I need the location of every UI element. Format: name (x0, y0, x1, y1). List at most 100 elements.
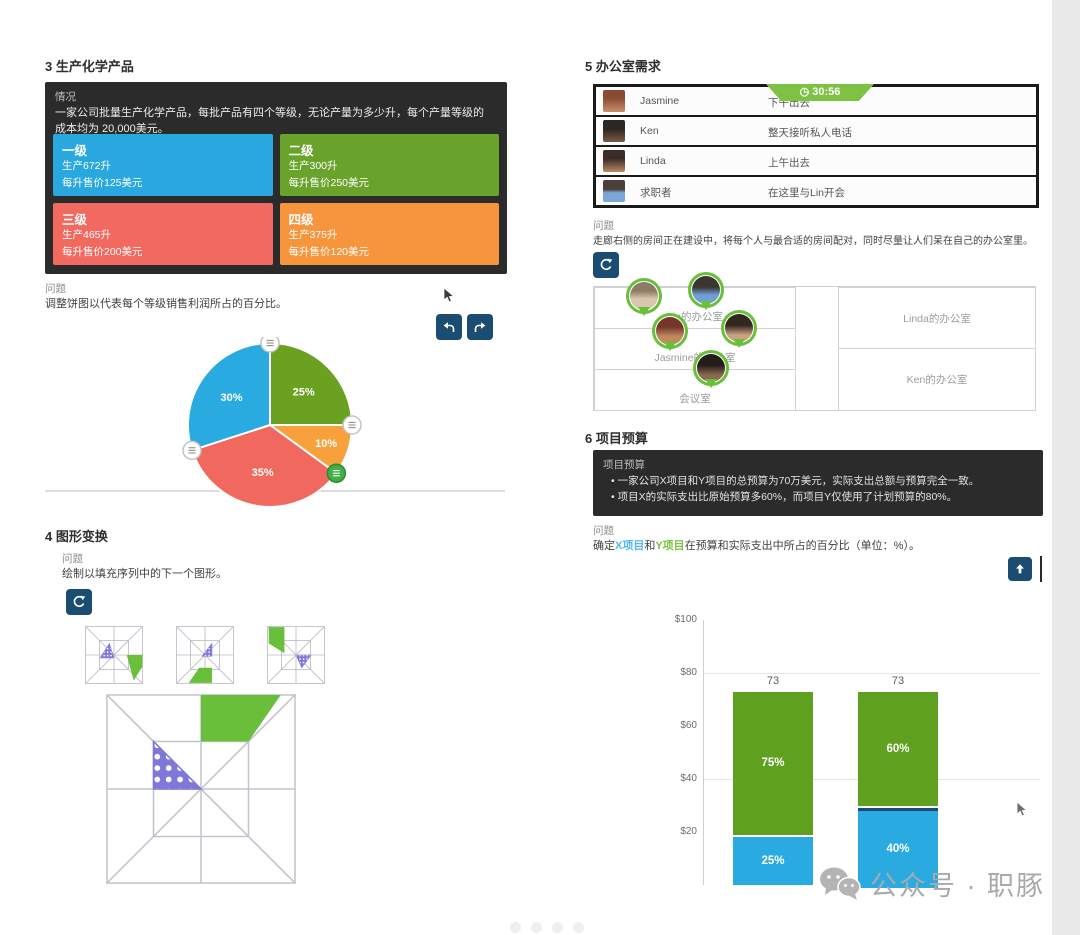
question4-label: 问题 (62, 553, 83, 565)
watermark-text: 公众号 · 职豚 (870, 871, 1045, 901)
grade-name: 三级 (62, 213, 88, 227)
pin-avatar (725, 314, 753, 342)
person-name: Jasmine (640, 95, 680, 107)
y-axis-tick: $20 (680, 826, 697, 837)
pin-person-linda[interactable] (721, 310, 757, 346)
grade-cards: 一级 生产672升 每升售价125美元 二级 生产300升 每升售价250美元 … (53, 134, 499, 265)
page-dots (505, 920, 589, 935)
pin-person-ken[interactable] (693, 350, 729, 386)
room-label: 会议室 (679, 392, 711, 405)
pie-drag-handle[interactable] (182, 440, 202, 461)
sequence-tile-2 (176, 626, 234, 684)
pie-slice-label: 25% (293, 386, 315, 398)
y-axis-tick: $60 (680, 720, 697, 731)
budget-bar-chart[interactable]: $100 $80 $60 $40 $20 75% 25% 73 60% 40% 73 (655, 608, 1045, 900)
grade-price: 每升售价125美元 (62, 177, 143, 189)
watermark: 公众号 · 职豚 (818, 864, 1045, 903)
clock-icon: ◷ (799, 86, 810, 98)
budget-panel-title: 项目预算 (603, 459, 645, 471)
avatar (603, 150, 625, 172)
question6-label: 问题 (593, 525, 614, 537)
grade-name: 二级 (288, 144, 314, 158)
y-axis (703, 620, 704, 885)
pin-person-1[interactable] (626, 278, 662, 314)
grade-produce: 生产375升 (288, 229, 338, 241)
profit-pie-chart[interactable]: 25% 10% 35% 30% (150, 337, 390, 549)
bar-total-label: 73 (891, 674, 905, 687)
reset-map-button[interactable] (593, 252, 619, 278)
pin-person-jasmine[interactable] (652, 313, 688, 349)
question3-label: 问题 (45, 283, 66, 295)
room-label: Linda的办公室 (903, 312, 971, 325)
grade-price: 每升售价120美元 (288, 246, 370, 258)
pie-drag-handle[interactable] (260, 337, 280, 353)
question6-suffix: 在预算和实际支出中所占的百分比（单位：%）。 (684, 540, 920, 552)
grade-name: 四级 (288, 213, 314, 227)
person-row-linda: Linda 上午出去 (596, 147, 1036, 177)
toolbar-divider (1040, 556, 1042, 582)
pie-drag-handle[interactable] (326, 463, 347, 483)
room-ken-office[interactable]: Ken的办公室 (838, 348, 1036, 411)
pin-avatar (697, 354, 725, 382)
gridline (703, 673, 1040, 674)
scenario-panel: 情况 一家公司批量生产化学产品，每批产品有四个等级，无论产量为多少升，每个产量等… (45, 82, 507, 274)
question6-prefix: 确定 (593, 540, 615, 552)
person-name: 求职者 (640, 187, 672, 199)
redo-icon (474, 322, 486, 332)
bar-segment-upper[interactable]: 75% (733, 691, 813, 835)
scenario-label: 情况 (55, 91, 76, 103)
redo-button[interactable] (467, 314, 493, 340)
pie-slice-label: 35% (252, 467, 274, 479)
pie-slice[interactable] (190, 423, 338, 508)
pie-slice[interactable] (269, 341, 354, 426)
pin-avatar (656, 317, 684, 345)
y-axis-tick: $40 (680, 773, 697, 784)
budget-bullet-2: • 项目X的实际支出比原始预算多60%，而项目Y仅使用了计划预算的80%。 (611, 490, 958, 503)
question3-text: 调整饼图以代表每个等级销售利润所占的百分比。 (45, 298, 287, 310)
grade-price: 每升售价250美元 (288, 177, 370, 189)
bar-segment-upper[interactable]: 60% (858, 691, 938, 806)
sequence-tile-1 (85, 626, 143, 684)
person-note: 整天接听私人电话 (768, 127, 852, 139)
person-row-applicant: 求职者 在这里与Lin开会 (596, 177, 1036, 205)
mouse-cursor (1016, 802, 1028, 817)
pin-avatar (692, 276, 720, 304)
person-name: Linda (640, 155, 666, 167)
avatar (603, 90, 625, 112)
refresh-icon (73, 595, 86, 608)
question6-mid: 和 (644, 540, 656, 552)
grade-name: 一级 (62, 144, 88, 158)
undo-button[interactable] (436, 314, 462, 340)
pointer-tool-button[interactable] (1008, 557, 1032, 581)
pin-person-2[interactable] (688, 272, 724, 308)
drawn-green-shape[interactable] (201, 694, 281, 742)
room-linda-office[interactable]: Linda的办公室 (838, 287, 1036, 349)
pie-slice[interactable] (187, 341, 271, 452)
pie-slice-label: 10% (315, 438, 337, 450)
budget-bullet-1: • 一家公司X项目和Y项目的总预算为70万美元，实际支出总额与预算完全一致。 (611, 475, 980, 487)
scroll-gutter[interactable] (1052, 0, 1080, 935)
page-dot (573, 922, 584, 933)
y-axis-tick: $80 (680, 667, 697, 678)
answer-grid-canvas[interactable] (106, 694, 296, 884)
bar-segment-lower[interactable]: 25% (733, 836, 813, 885)
grade-produce: 生产465升 (62, 229, 112, 241)
page-dot (510, 922, 521, 933)
arrow-up-icon (1016, 564, 1024, 574)
people-list: Jasmine 下午出去 Ken 整天接听私人电话 Linda 上午出去 求职者… (593, 84, 1039, 208)
person-row-ken: Ken 整天接听私人电话 (596, 117, 1036, 147)
avatar (603, 120, 625, 142)
question6-project-x: X项目 (615, 540, 645, 552)
page-dot (531, 922, 542, 933)
grade-price: 每升售价200美元 (62, 246, 143, 258)
grade-card-3: 三级 生产465升 每升售价200美元 (53, 203, 273, 265)
pin-avatar (630, 282, 658, 310)
drawn-purple-shape[interactable] (152, 739, 203, 790)
pie-drag-handle[interactable] (342, 415, 362, 435)
bar-segment-lower[interactable]: 40% (858, 807, 938, 888)
reset-shapes-button[interactable] (66, 589, 92, 615)
question4-text: 绘制以填充序列中的下一个图形。 (62, 568, 227, 580)
mouse-cursor (443, 288, 455, 303)
avatar (603, 180, 625, 202)
